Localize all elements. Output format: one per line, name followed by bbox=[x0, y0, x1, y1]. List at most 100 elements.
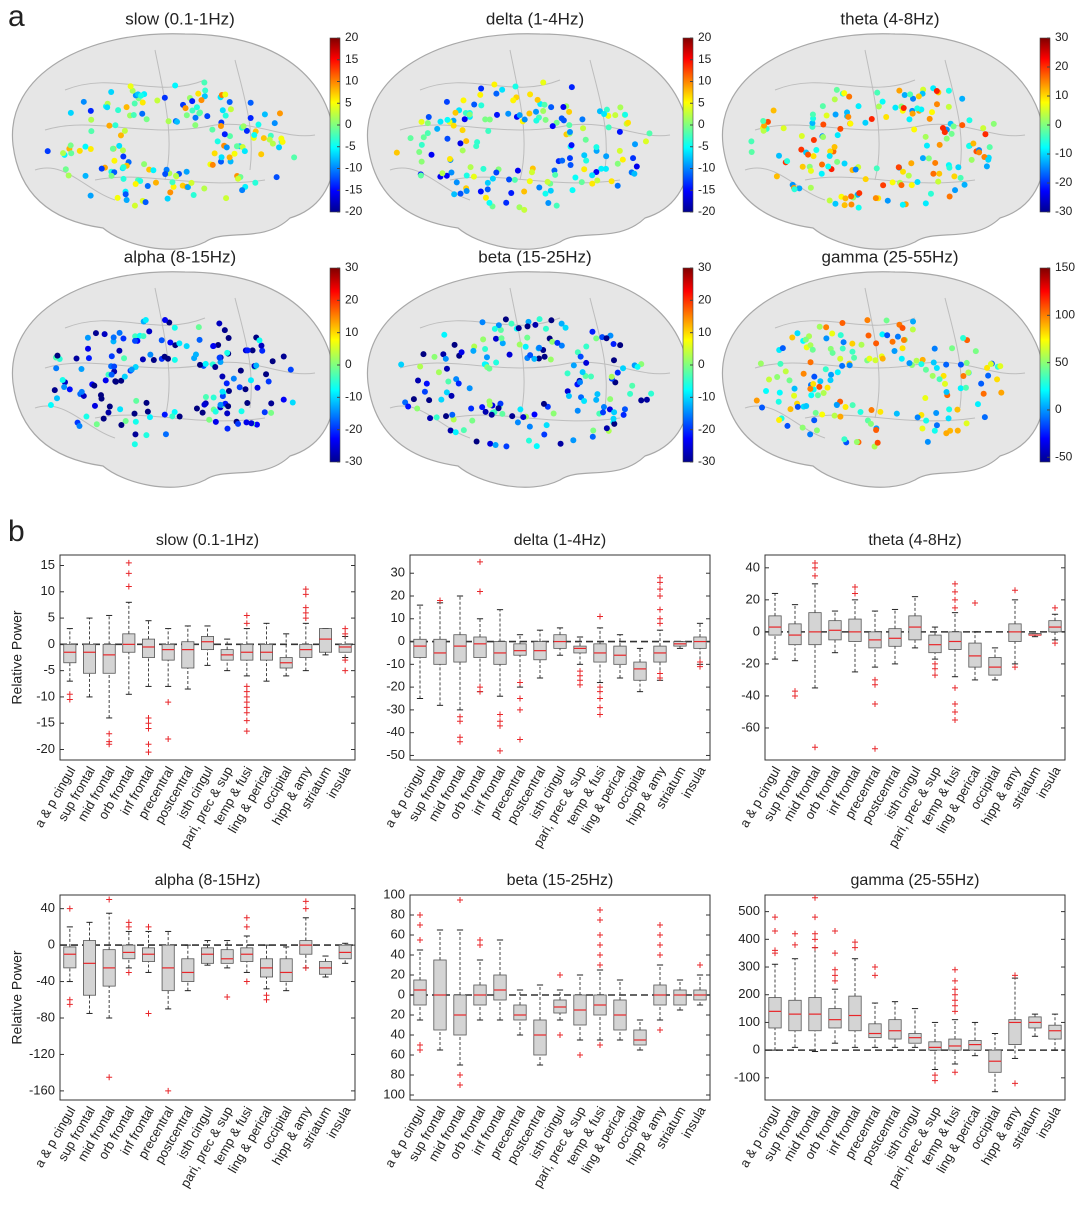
electrode bbox=[463, 187, 470, 194]
electrode bbox=[398, 361, 405, 368]
electrode bbox=[831, 96, 838, 103]
electrode bbox=[610, 357, 617, 364]
outlier bbox=[302, 964, 309, 971]
electrode bbox=[590, 427, 597, 434]
outlier bbox=[597, 695, 603, 702]
electrode bbox=[614, 182, 621, 189]
electrode bbox=[621, 406, 628, 413]
electrode bbox=[446, 155, 453, 162]
outlier bbox=[812, 930, 818, 937]
outlier bbox=[852, 584, 858, 591]
outlier bbox=[657, 606, 663, 613]
electrode bbox=[547, 356, 554, 363]
electrode bbox=[560, 104, 567, 111]
outlier bbox=[517, 706, 523, 713]
electrode bbox=[922, 395, 929, 402]
colorbar-tick-label: 0 bbox=[698, 357, 705, 371]
electrode bbox=[482, 408, 489, 415]
electrode bbox=[146, 414, 153, 421]
y-tick-label: 10 bbox=[391, 610, 405, 625]
outlier bbox=[243, 978, 250, 985]
outlier bbox=[165, 1087, 172, 1094]
electrode bbox=[215, 341, 222, 348]
electrode bbox=[497, 400, 504, 407]
electrode bbox=[212, 363, 219, 370]
electrode bbox=[629, 382, 636, 389]
box bbox=[63, 946, 77, 969]
electrode bbox=[405, 403, 412, 410]
y-tick-label: 30 bbox=[391, 565, 405, 580]
electrode bbox=[798, 133, 805, 140]
electrode bbox=[619, 156, 626, 163]
electrode bbox=[810, 136, 817, 143]
electrode bbox=[435, 369, 442, 376]
sulcus bbox=[34, 167, 116, 201]
outlier bbox=[66, 696, 73, 703]
electrode bbox=[807, 167, 814, 174]
electrode bbox=[158, 337, 165, 344]
electrode bbox=[470, 347, 477, 354]
box bbox=[673, 989, 687, 1006]
electrode bbox=[834, 158, 841, 165]
electrode bbox=[950, 123, 957, 130]
electrode bbox=[237, 367, 244, 374]
electrode bbox=[794, 403, 801, 410]
electrode bbox=[837, 332, 844, 339]
outlier bbox=[932, 665, 938, 672]
electrode bbox=[492, 335, 499, 342]
electrode bbox=[201, 401, 208, 408]
electrode bbox=[120, 164, 127, 171]
electrode bbox=[960, 334, 967, 341]
electrode bbox=[799, 424, 806, 431]
outlier bbox=[457, 1072, 463, 1078]
electrode bbox=[144, 183, 151, 190]
electrode bbox=[82, 172, 89, 179]
electrode bbox=[484, 186, 491, 193]
electrode bbox=[948, 130, 955, 137]
colorbar-tick-label: -10 bbox=[698, 390, 716, 404]
electrode bbox=[943, 361, 950, 368]
electrode bbox=[431, 353, 438, 360]
electrode bbox=[568, 84, 575, 91]
outlier bbox=[697, 962, 703, 968]
electrode bbox=[579, 369, 586, 376]
panel-label: b bbox=[8, 515, 25, 548]
colorbar-tick-label: 20 bbox=[698, 293, 712, 307]
electrode bbox=[583, 359, 590, 366]
electrode bbox=[227, 106, 234, 113]
electrode bbox=[426, 397, 433, 404]
electrode bbox=[287, 366, 294, 373]
electrode bbox=[874, 89, 881, 96]
electrode bbox=[471, 343, 478, 350]
electrode bbox=[574, 349, 581, 356]
electrode bbox=[562, 324, 569, 331]
electrode bbox=[770, 107, 777, 114]
sulcus bbox=[754, 123, 1026, 137]
box bbox=[102, 643, 116, 674]
electrode bbox=[269, 358, 276, 365]
box bbox=[788, 623, 802, 646]
brain bbox=[366, 271, 691, 488]
outlier bbox=[417, 922, 423, 928]
electrode bbox=[936, 141, 943, 148]
outlier bbox=[106, 741, 113, 748]
y-tick-label: 10 bbox=[41, 583, 55, 598]
outlier bbox=[932, 1077, 938, 1084]
electrode bbox=[957, 174, 964, 181]
electrode bbox=[805, 151, 812, 158]
electrode bbox=[510, 97, 517, 104]
outlier bbox=[852, 939, 858, 946]
outlier bbox=[243, 709, 250, 716]
electrode bbox=[819, 411, 826, 418]
colorbar-tick-label: 10 bbox=[698, 74, 712, 88]
outlier bbox=[577, 681, 583, 688]
electrode bbox=[643, 396, 650, 403]
outlier bbox=[1012, 664, 1018, 671]
electrode bbox=[511, 176, 518, 183]
outlier bbox=[812, 572, 818, 579]
electrode bbox=[759, 404, 766, 411]
electrode bbox=[603, 106, 610, 113]
outlier bbox=[243, 620, 250, 627]
electrode bbox=[855, 204, 862, 211]
outlier bbox=[342, 657, 349, 664]
